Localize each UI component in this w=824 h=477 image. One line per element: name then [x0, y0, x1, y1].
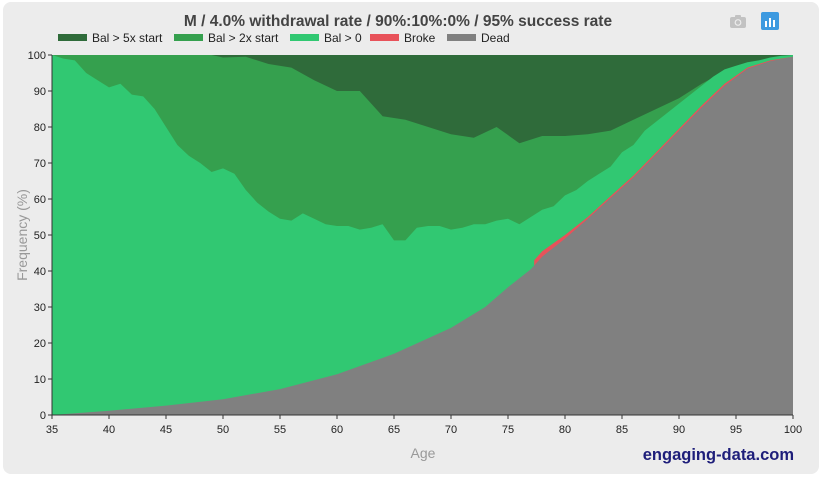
x-tick-label: 55 [274, 424, 286, 436]
y-tick: 80 [34, 122, 52, 134]
legend-swatch [174, 34, 203, 41]
x-tick-label: 95 [730, 424, 742, 436]
y-tick: 40 [34, 266, 52, 278]
legend-swatch [58, 34, 87, 41]
axes: 0 10 20 30 40 50 60 70 80 90 100 35 40 45 50 55 60 65 70 75… [28, 50, 803, 436]
x-tick-label: 45 [160, 424, 172, 436]
legend-item[interactable]: Dead [447, 31, 510, 45]
legend-item[interactable]: Broke [370, 31, 436, 45]
x-tick-label: 40 [103, 424, 115, 436]
y-tick-label: 30 [34, 302, 46, 314]
x-axis-label: Age [411, 445, 436, 461]
area-layers [52, 55, 793, 416]
legend-label: Dead [481, 31, 510, 45]
legend: Bal > 5x start Bal > 2x start Bal > 0 Broke… [58, 31, 510, 45]
x-tick: 100 [784, 415, 802, 436]
x-tick-label: 50 [217, 424, 229, 436]
x-tick: 85 [616, 415, 628, 436]
x-tick: 45 [160, 415, 172, 436]
y-tick: 10 [34, 374, 52, 386]
legend-item[interactable]: Bal > 2x start [174, 31, 279, 45]
y-tick: 70 [34, 158, 52, 170]
y-tick: 90 [34, 86, 52, 98]
x-tick: 90 [673, 415, 685, 436]
y-tick-label: 60 [34, 194, 46, 206]
y-tick-label: 20 [34, 338, 46, 350]
x-tick-label: 100 [784, 424, 802, 436]
camera-icon[interactable] [729, 12, 747, 30]
x-tick-label: 35 [46, 424, 58, 436]
x-tick: 65 [388, 415, 400, 436]
bar-chart-icon[interactable] [761, 12, 779, 30]
x-tick: 80 [559, 415, 571, 436]
x-tick: 40 [103, 415, 115, 436]
x-tick: 95 [730, 415, 742, 436]
x-tick-label: 60 [331, 424, 343, 436]
y-tick: 60 [34, 194, 52, 206]
y-tick-label: 40 [34, 266, 46, 278]
legend-label: Bal > 5x start [92, 31, 163, 45]
legend-swatch [447, 34, 476, 41]
y-tick-label: 70 [34, 158, 46, 170]
y-tick: 20 [34, 338, 52, 350]
y-tick: 30 [34, 302, 52, 314]
x-tick: 55 [274, 415, 286, 436]
legend-swatch [290, 34, 319, 41]
y-tick-label: 10 [34, 374, 46, 386]
area-dead [52, 56, 793, 416]
y-tick-label: 90 [34, 86, 46, 98]
y-tick-label: 100 [28, 50, 46, 62]
x-tick-label: 90 [673, 424, 685, 436]
y-tick: 50 [34, 230, 52, 242]
legend-label: Bal > 0 [324, 31, 362, 45]
x-tick: 60 [331, 415, 343, 436]
legend-label: Broke [404, 31, 436, 45]
x-tick-label: 75 [502, 424, 514, 436]
x-tick: 35 [46, 415, 58, 436]
x-tick-label: 85 [616, 424, 628, 436]
legend-label: Bal > 2x start [208, 31, 279, 45]
x-tick: 75 [502, 415, 514, 436]
x-tick: 50 [217, 415, 229, 436]
y-tick: 100 [28, 50, 52, 62]
x-tick: 70 [445, 415, 457, 436]
y-tick-label: 80 [34, 122, 46, 134]
x-tick-label: 70 [445, 424, 457, 436]
watermark: engaging-data.com [642, 446, 794, 464]
y-tick-label: 50 [34, 230, 46, 242]
x-tick-label: 65 [388, 424, 400, 436]
x-tick-label: 80 [559, 424, 571, 436]
legend-item[interactable]: Bal > 0 [290, 31, 362, 45]
y-tick: 0 [40, 410, 52, 422]
chart-title: M / 4.0% withdrawal rate / 90%:10%:0% / … [183, 13, 613, 30]
legend-item[interactable]: Bal > 5x start [58, 31, 163, 45]
y-axis-label: Frequency (%) [14, 189, 30, 281]
legend-swatch [370, 34, 399, 41]
y-tick-label: 0 [40, 410, 46, 422]
